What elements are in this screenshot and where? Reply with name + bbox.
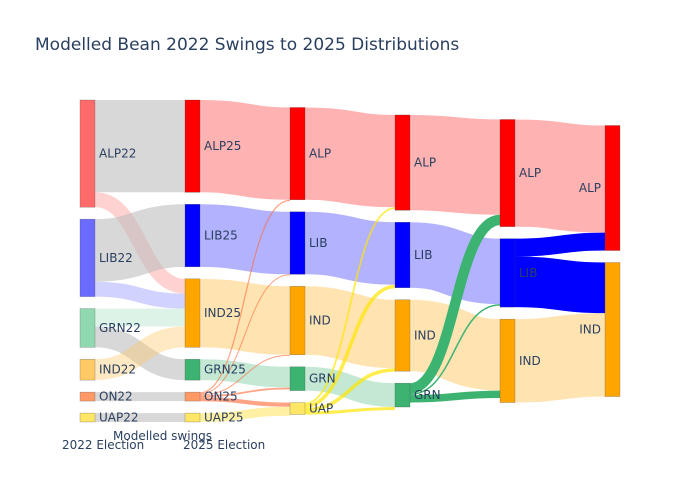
node-ON25[interactable] [184, 391, 201, 402]
node-label-GRN22: GRN22 [99, 321, 141, 335]
link-LIB25-LIB_r1 [199, 204, 291, 275]
node-ALP_r4[interactable] [604, 125, 621, 251]
link-ON25-IND_r1 [199, 354, 291, 396]
node-LIB_r3[interactable] [499, 238, 516, 308]
node-IND_r4[interactable] [604, 262, 621, 397]
link-IND25-IND_r1 [199, 278, 291, 355]
node-UAP25[interactable] [184, 412, 201, 423]
node-label-IND25: IND25 [204, 306, 241, 320]
node-label-LIB_r1: LIB [309, 236, 327, 250]
node-label-ALP25: ALP25 [204, 139, 241, 153]
node-label-IND_r3: IND [519, 354, 541, 368]
node-label-LIB_r3: LIB [519, 266, 537, 280]
node-ALP_r1[interactable] [289, 107, 306, 201]
stage-label-2025: 2025 Election [183, 438, 265, 452]
node-label-ON25: ON25 [204, 390, 238, 404]
node-LIB_r1[interactable] [289, 211, 306, 275]
node-label-IND22: IND22 [99, 363, 136, 377]
node-label-IND_r2: IND [414, 328, 436, 342]
link-LIB_r2-LIB_r3 [409, 222, 501, 305]
node-label-IND_r4: IND [579, 323, 601, 337]
node-IND25[interactable] [184, 278, 201, 348]
sankey-nodes [79, 99, 621, 423]
link-ALP25-ALP_r1 [199, 100, 291, 200]
node-ON22[interactable] [79, 391, 96, 402]
link-LIB22-IND25 [94, 281, 186, 309]
link-GRN25-GRN_r1 [199, 359, 291, 388]
node-ALP_r2[interactable] [394, 114, 411, 211]
node-UAP22[interactable] [79, 412, 96, 423]
node-label-IND_r1: IND [309, 314, 331, 328]
link-UAP_r1-ALP_r2 [304, 207, 396, 405]
link-LIB_r1-LIB_r2 [304, 211, 396, 285]
node-label-GRN_r1: GRN [309, 372, 336, 386]
sankey-node-labels: ALP22 LIB22 GRN22 IND22 ON22 UAP22 ALP25 LIB25 I… [99, 139, 601, 424]
link-ON25-GRN_r1 [199, 387, 291, 398]
node-GRN25[interactable] [184, 359, 201, 381]
link-GRN_r2-LIB_r3 [409, 304, 501, 396]
node-label-UAP25: UAP25 [204, 411, 244, 425]
node-IND22[interactable] [79, 359, 96, 381]
node-LIB22[interactable] [79, 218, 96, 297]
stage-label-modelled: Modelled swings [113, 429, 212, 443]
link-ON25-ALP_r1 [199, 199, 291, 394]
link-GRN_r1-GRN_r2 [304, 366, 396, 408]
link-LIB_r3-ALP_r4 [514, 232, 606, 257]
node-label-ALP_r4: ALP [579, 181, 601, 195]
link-ON25-UAP_r1 [199, 397, 291, 407]
chart-title: Modelled Bean 2022 Swings to 2025 Distri… [35, 35, 459, 55]
link-UAP_r1-IND_r2 [304, 368, 396, 412]
link-IND_r3-IND_r4 [514, 313, 606, 403]
link-ALP_r2-ALP_r3 [409, 114, 501, 215]
node-UAP_r1[interactable] [289, 402, 306, 415]
stage-label-2022: 2022 Election [62, 438, 144, 452]
node-label-ALP_r2: ALP [414, 156, 436, 170]
node-GRN22[interactable] [79, 308, 96, 348]
link-LIB_r3-IND_r4 [514, 256, 606, 314]
node-label-ON22: ON22 [99, 390, 133, 404]
link-UAP_r1-GRN_r2 [304, 407, 396, 415]
node-LIB_r2[interactable] [394, 222, 411, 288]
node-ALP_r3[interactable] [499, 119, 516, 227]
node-label-UAP_r1: UAP [309, 402, 333, 416]
node-label-UAP22: UAP22 [99, 411, 139, 425]
link-IND22-IND25 [94, 326, 186, 381]
node-IND_r2[interactable] [394, 299, 411, 372]
sankey-links [94, 100, 606, 422]
link-IND_r2-IND_r3 [408, 299, 502, 391]
node-label-ALP22: ALP22 [99, 147, 136, 161]
node-label-GRN_r2: GRN [414, 388, 441, 402]
node-label-LIB22: LIB22 [99, 251, 133, 265]
link-LIB22-LIB25 [94, 204, 186, 282]
link-ON25-LIB_r1 [199, 274, 291, 395]
node-label-LIB_r2: LIB [414, 248, 432, 262]
node-label-GRN25: GRN25 [204, 363, 246, 377]
link-GRN_r2-ALP_r3 [408, 214, 502, 394]
link-IND_r1-IND_r2 [304, 286, 396, 369]
link-ALP_r3-ALP_r4 [514, 119, 606, 233]
node-label-ALP_r3: ALP [519, 166, 541, 180]
node-label-LIB25: LIB25 [204, 229, 238, 243]
node-ALP22[interactable] [79, 99, 96, 208]
link-UAP25-UAP_r1 [199, 406, 291, 422]
node-label-ALP_r1: ALP [309, 147, 331, 161]
link-ALP_r1-ALP_r2 [304, 107, 396, 208]
node-GRN_r2[interactable] [394, 382, 411, 408]
link-GRN_r2-IND_r3 [409, 390, 501, 403]
node-LIB25[interactable] [184, 204, 201, 268]
node-IND_r3[interactable] [499, 318, 516, 403]
node-GRN_r1[interactable] [289, 366, 306, 391]
link-UAP_r1-LIB_r2 [304, 284, 396, 408]
node-ALP25[interactable] [184, 99, 201, 193]
node-IND_r1[interactable] [289, 286, 306, 356]
link-GRN22-GRN25 [94, 326, 186, 381]
